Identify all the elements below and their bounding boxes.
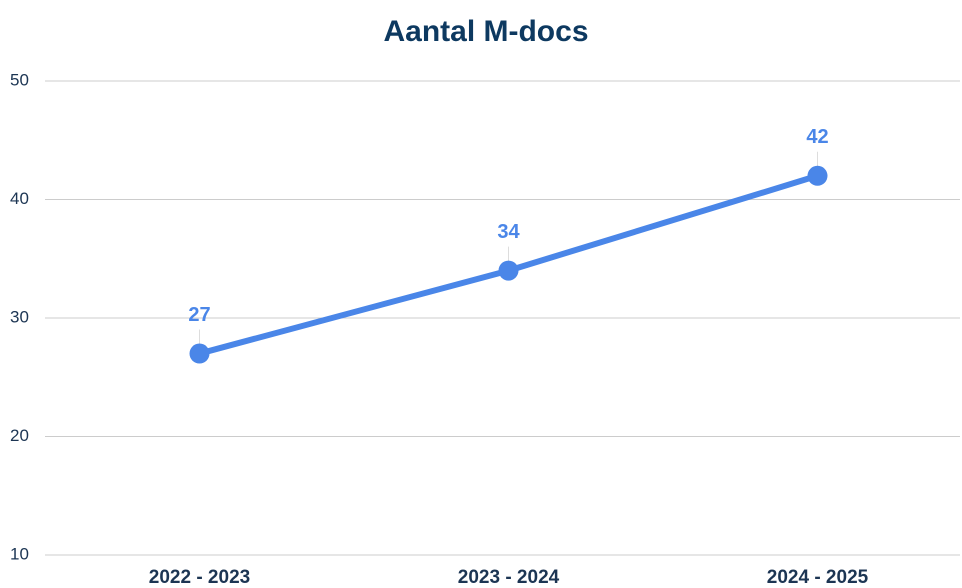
chart-title: Aantal M-docs — [383, 15, 588, 48]
data-label: 34 — [497, 221, 520, 243]
point — [498, 260, 519, 281]
point — [807, 165, 828, 186]
y-tick-label: 30 — [10, 307, 29, 326]
y-tick-label: 20 — [10, 426, 29, 445]
y-tick-label: 40 — [10, 189, 29, 208]
data-label: 27 — [188, 304, 210, 326]
x-tick-label: 2023 - 2024 — [458, 567, 560, 588]
y-tick-label: 50 — [10, 70, 29, 89]
x-tick-label: 2024 - 2025 — [767, 567, 869, 588]
x-tick-label: 2022 - 2023 — [149, 567, 250, 588]
data-label: 42 — [806, 126, 828, 148]
y-tick-label: 10 — [10, 544, 29, 563]
point — [189, 343, 210, 364]
